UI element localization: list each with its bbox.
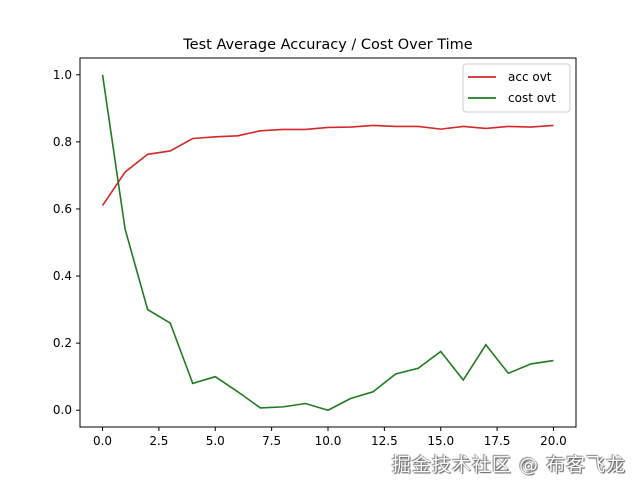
x-tick-label: 2.5: [149, 434, 168, 448]
x-tick-label: 0.0: [93, 434, 112, 448]
chart-title: Test Average Accuracy / Cost Over Time: [182, 37, 473, 53]
y-tick-label: 0.6: [53, 202, 72, 216]
x-tick-label: 15.0: [427, 434, 454, 448]
y-tick-label: 0.2: [53, 336, 72, 350]
series-line-acc-ovt: [101, 124, 554, 207]
x-tick-label: 10.0: [315, 434, 342, 448]
x-tick-label: 20.0: [540, 434, 567, 448]
legend-label: cost ovt: [508, 91, 556, 105]
x-tick-label: 7.5: [262, 434, 281, 448]
plot-frame: [79, 57, 577, 428]
y-tick-label: 1.0: [53, 68, 72, 82]
y-tick-label: 0.8: [53, 135, 72, 149]
legend-box: [462, 63, 571, 113]
series-line-cost-ovt: [101, 74, 554, 412]
y-tick-label: 0.4: [53, 269, 72, 283]
x-tick-label: 17.5: [484, 434, 511, 448]
watermark: 掘金技术社区 @ 布客飞龙: [391, 454, 626, 476]
legend: acc ovt cost ovt: [462, 63, 571, 113]
legend-label: acc ovt: [508, 70, 552, 84]
y-tick-label: 0.0: [53, 403, 72, 417]
x-tick-label: 5.0: [206, 434, 225, 448]
x-tick-label: 12.5: [371, 434, 398, 448]
